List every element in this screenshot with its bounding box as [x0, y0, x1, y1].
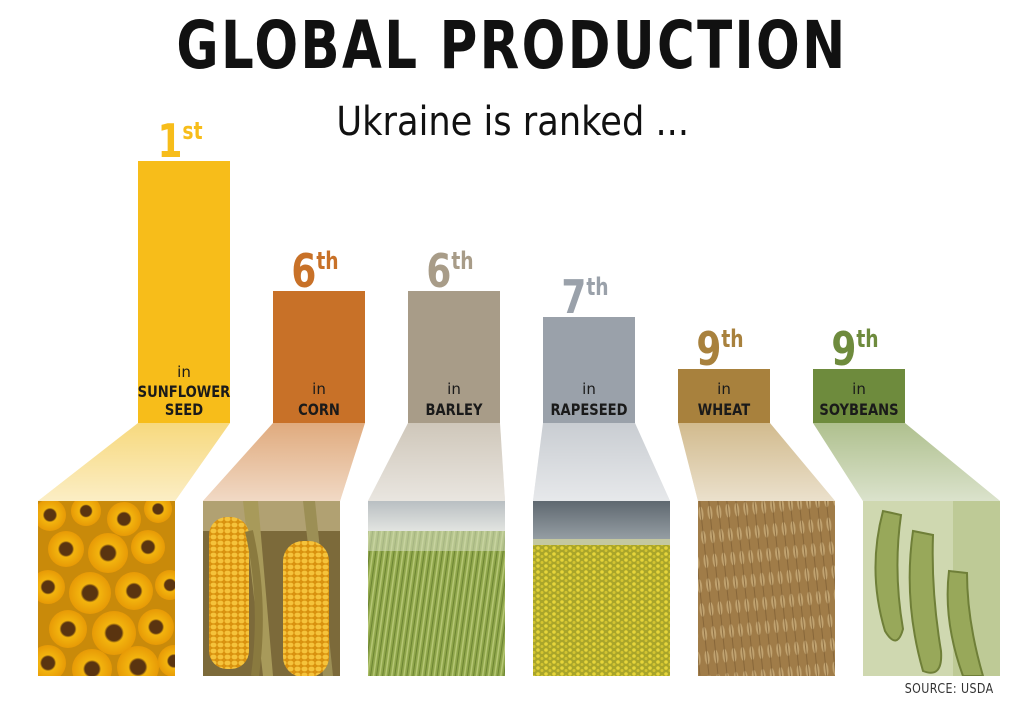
rank-label: 9th — [831, 323, 878, 377]
rank-label: 6th — [426, 245, 473, 299]
rank-suffix: th — [586, 274, 608, 302]
bar-group-5: 9th in SOYBEANS — [813, 323, 1000, 501]
bar — [408, 291, 500, 423]
soybean-photo — [863, 501, 1000, 676]
page-subtitle: Ukraine is ranked ... — [336, 99, 690, 145]
rank-label: 6th — [291, 245, 338, 299]
in-label: in — [312, 380, 326, 398]
barley-field-photo — [368, 501, 505, 676]
bar-connector-shade — [678, 423, 835, 501]
rank-suffix: st — [182, 118, 202, 146]
rank-number: 7 — [561, 271, 586, 325]
corn-photo — [203, 501, 340, 676]
in-label: in — [717, 380, 731, 398]
source-note: SOURCE: USDA — [905, 682, 994, 697]
bar-group-1: 6th in CORN — [203, 245, 365, 501]
rank-suffix: th — [721, 326, 743, 354]
page-title: GLOBAL PRODUCTION — [176, 7, 848, 84]
category-label: RAPESEED — [550, 401, 627, 420]
rank-label: 7th — [561, 271, 608, 325]
bar — [273, 291, 365, 423]
category-label: CORN — [298, 401, 340, 420]
category-label: SUNFLOWER — [138, 383, 231, 402]
bar — [543, 317, 635, 423]
rank-label: 9th — [696, 323, 743, 377]
rank-number: 6 — [426, 245, 451, 299]
rank-label: 1st — [157, 115, 202, 169]
rank-number: 6 — [291, 245, 316, 299]
bar-connector-shade — [813, 423, 1000, 501]
category-label: SOYBEANS — [819, 401, 898, 420]
bar — [813, 369, 905, 423]
category-label: WHEAT — [698, 401, 750, 420]
bar — [138, 161, 230, 423]
rank-suffix: th — [856, 326, 878, 354]
bar-group-4: 9th in WHEAT — [678, 323, 835, 501]
bar-group-3: 7th in RAPESEED — [533, 271, 670, 501]
category-label: SEED — [165, 401, 203, 420]
bar-group-2: 6th in BARLEY — [368, 245, 505, 501]
in-label: in — [852, 380, 866, 398]
sunflower-photo — [38, 501, 175, 676]
rank-number: 1 — [157, 115, 182, 169]
rank-number: 9 — [696, 323, 721, 377]
rank-suffix: th — [316, 248, 338, 276]
bar — [678, 369, 770, 423]
bar-connector-shade — [203, 423, 365, 501]
bar-connector-shade — [368, 423, 505, 501]
rank-number: 9 — [831, 323, 856, 377]
rank-suffix: th — [451, 248, 473, 276]
category-label: BARLEY — [425, 401, 482, 420]
in-label: in — [177, 363, 191, 381]
bar-connector-shade — [38, 423, 230, 501]
in-label: in — [447, 380, 461, 398]
bar-connector-shade — [533, 423, 670, 501]
wheat-photo — [698, 501, 835, 676]
rapeseed-field-photo — [533, 501, 670, 676]
in-label: in — [582, 380, 596, 398]
